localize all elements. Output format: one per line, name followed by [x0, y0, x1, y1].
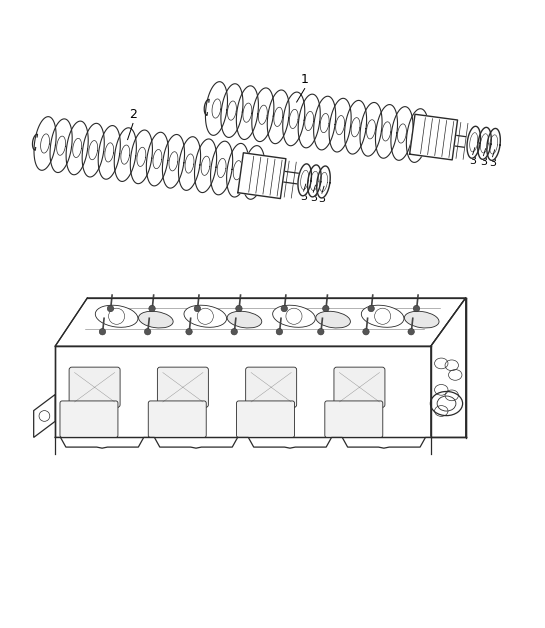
Polygon shape	[55, 438, 431, 453]
Polygon shape	[205, 82, 227, 136]
Polygon shape	[195, 139, 216, 193]
Polygon shape	[237, 86, 258, 139]
Polygon shape	[410, 114, 458, 160]
Polygon shape	[114, 128, 136, 181]
Text: 3: 3	[300, 192, 307, 202]
Ellipse shape	[95, 305, 138, 327]
FancyBboxPatch shape	[334, 367, 385, 408]
Polygon shape	[147, 133, 168, 186]
FancyBboxPatch shape	[158, 367, 208, 408]
Polygon shape	[178, 137, 201, 190]
Polygon shape	[407, 109, 428, 163]
Polygon shape	[227, 143, 249, 197]
Text: 1: 1	[301, 73, 308, 86]
Ellipse shape	[184, 305, 227, 327]
Polygon shape	[130, 130, 153, 183]
Polygon shape	[360, 102, 382, 156]
Polygon shape	[431, 298, 465, 438]
Polygon shape	[210, 141, 233, 195]
Polygon shape	[344, 100, 367, 154]
Polygon shape	[376, 105, 397, 158]
Ellipse shape	[272, 305, 315, 327]
Polygon shape	[283, 92, 305, 146]
Polygon shape	[82, 123, 104, 177]
Circle shape	[144, 328, 151, 335]
Polygon shape	[162, 134, 185, 188]
FancyBboxPatch shape	[237, 401, 294, 438]
Circle shape	[368, 305, 374, 311]
Circle shape	[363, 328, 369, 335]
Circle shape	[149, 305, 155, 311]
Polygon shape	[66, 121, 88, 175]
Polygon shape	[55, 346, 431, 438]
Polygon shape	[238, 153, 286, 198]
Polygon shape	[34, 394, 55, 438]
Circle shape	[99, 328, 106, 335]
Ellipse shape	[404, 311, 439, 328]
Ellipse shape	[138, 311, 173, 328]
Polygon shape	[34, 117, 56, 170]
Polygon shape	[298, 164, 311, 196]
Polygon shape	[298, 94, 320, 148]
Circle shape	[276, 328, 283, 335]
Circle shape	[235, 305, 242, 311]
Circle shape	[107, 305, 114, 311]
Text: 3: 3	[469, 156, 476, 166]
FancyBboxPatch shape	[60, 401, 118, 438]
Polygon shape	[313, 96, 336, 150]
Polygon shape	[50, 119, 72, 173]
Polygon shape	[391, 107, 413, 160]
Polygon shape	[467, 126, 481, 158]
Text: 2: 2	[129, 108, 137, 121]
Polygon shape	[267, 90, 289, 144]
Polygon shape	[329, 99, 351, 152]
Circle shape	[413, 305, 420, 311]
Polygon shape	[55, 298, 465, 346]
Text: 3: 3	[318, 194, 325, 204]
Circle shape	[323, 305, 329, 311]
FancyBboxPatch shape	[69, 367, 120, 408]
Circle shape	[281, 305, 287, 311]
FancyBboxPatch shape	[148, 401, 206, 438]
Ellipse shape	[361, 305, 404, 327]
Polygon shape	[307, 165, 321, 197]
Text: 3: 3	[489, 158, 496, 168]
FancyBboxPatch shape	[246, 367, 296, 408]
Polygon shape	[243, 146, 265, 199]
Text: 3: 3	[310, 193, 317, 203]
Ellipse shape	[316, 311, 350, 328]
Polygon shape	[98, 126, 120, 179]
Polygon shape	[252, 88, 274, 141]
Circle shape	[318, 328, 324, 335]
Circle shape	[231, 328, 238, 335]
Ellipse shape	[227, 311, 262, 328]
Circle shape	[186, 328, 192, 335]
FancyBboxPatch shape	[325, 401, 383, 438]
Circle shape	[194, 305, 201, 311]
Polygon shape	[221, 84, 243, 138]
Polygon shape	[487, 129, 500, 160]
Text: 3: 3	[480, 157, 487, 167]
Circle shape	[408, 328, 414, 335]
Polygon shape	[317, 166, 330, 198]
Polygon shape	[478, 127, 491, 160]
